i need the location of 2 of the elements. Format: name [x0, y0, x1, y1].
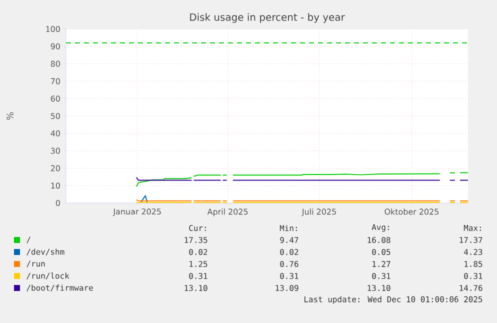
chart-title: Disk usage in percent - by year — [190, 13, 345, 23]
y-axis-title: % — [6, 112, 14, 120]
